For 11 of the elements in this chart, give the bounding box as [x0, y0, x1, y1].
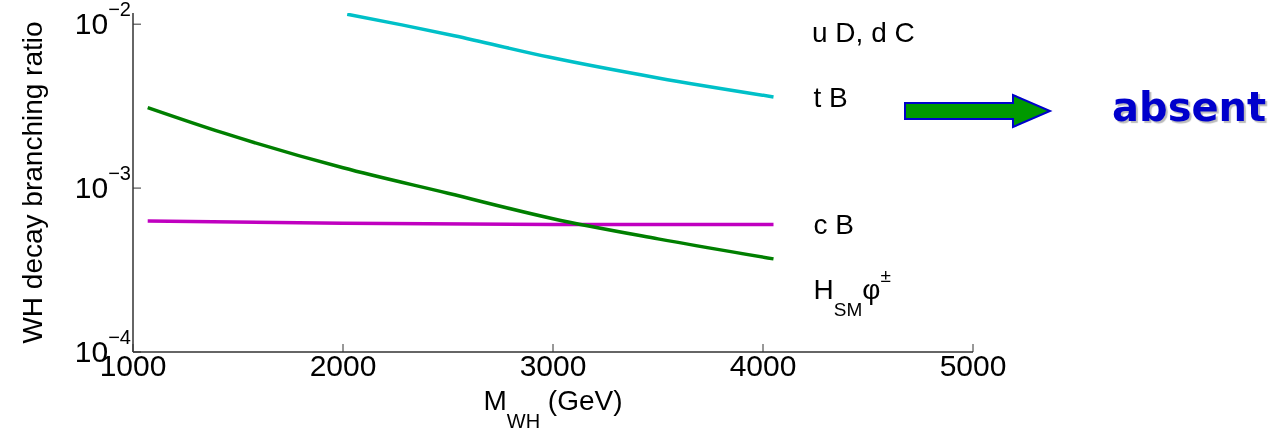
annotation: u D, d C [812, 17, 915, 48]
series-label: t B [813, 81, 848, 113]
x-tick-label: 3000 [519, 349, 587, 382]
y-tick-label: 10$^{−3}$ [74, 162, 131, 205]
x-tick-label: 2000 [309, 349, 377, 382]
y-axis-title: WH decay branching ratio [17, 21, 48, 344]
y-tick-label: 10$^{−2}$ [74, 0, 131, 41]
text: absent [1112, 84, 1267, 130]
x-tick-label: 5000 [939, 349, 1007, 382]
x-tick-label: 4000 [729, 349, 797, 382]
series-label: c B [813, 209, 854, 241]
